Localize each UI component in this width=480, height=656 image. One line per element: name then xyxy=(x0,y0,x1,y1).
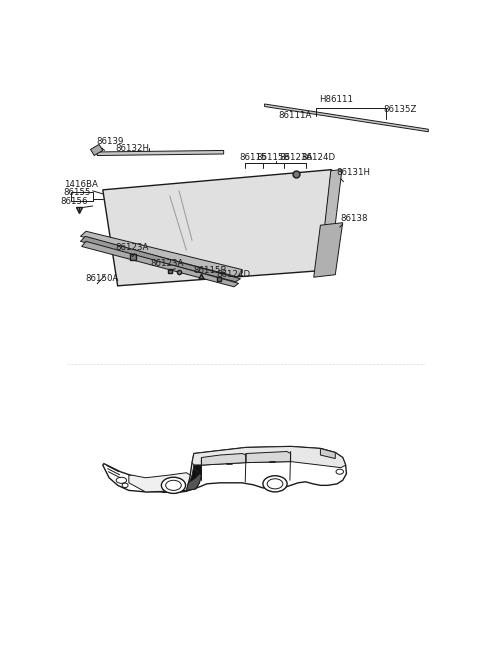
Text: 86156: 86156 xyxy=(61,197,88,206)
Polygon shape xyxy=(81,232,242,277)
Text: 86124D: 86124D xyxy=(302,153,336,161)
Polygon shape xyxy=(103,170,332,286)
Text: 86123A: 86123A xyxy=(116,243,149,253)
Polygon shape xyxy=(129,473,190,492)
Text: 1416BA: 1416BA xyxy=(64,180,97,189)
Polygon shape xyxy=(97,150,224,155)
Text: 86138: 86138 xyxy=(341,214,368,222)
Polygon shape xyxy=(103,447,347,493)
Text: 86135Z: 86135Z xyxy=(384,105,417,114)
Text: 86150A: 86150A xyxy=(85,274,119,283)
Polygon shape xyxy=(264,104,428,132)
Text: 86155: 86155 xyxy=(64,188,91,197)
Text: 86123A: 86123A xyxy=(279,153,313,161)
Polygon shape xyxy=(91,144,103,155)
Text: 86131H: 86131H xyxy=(336,168,370,176)
Text: 86111A: 86111A xyxy=(279,111,312,120)
Polygon shape xyxy=(195,468,198,473)
Text: H86111: H86111 xyxy=(319,95,353,104)
Ellipse shape xyxy=(161,478,186,493)
Text: 86139: 86139 xyxy=(96,137,123,146)
Text: 86124D: 86124D xyxy=(216,270,251,279)
Polygon shape xyxy=(186,465,202,491)
Polygon shape xyxy=(186,474,202,491)
Polygon shape xyxy=(192,447,346,468)
Polygon shape xyxy=(321,449,335,459)
Text: 86115: 86115 xyxy=(240,153,267,161)
Polygon shape xyxy=(82,241,239,287)
Text: 86115B: 86115B xyxy=(193,266,227,275)
Text: 86123A: 86123A xyxy=(150,259,183,268)
Polygon shape xyxy=(320,170,342,271)
Ellipse shape xyxy=(263,476,287,492)
Text: 86115B: 86115B xyxy=(256,153,289,161)
Text: 86132H: 86132H xyxy=(116,144,150,154)
Polygon shape xyxy=(246,451,290,462)
Polygon shape xyxy=(202,453,246,465)
Polygon shape xyxy=(314,222,343,277)
Polygon shape xyxy=(81,236,240,282)
